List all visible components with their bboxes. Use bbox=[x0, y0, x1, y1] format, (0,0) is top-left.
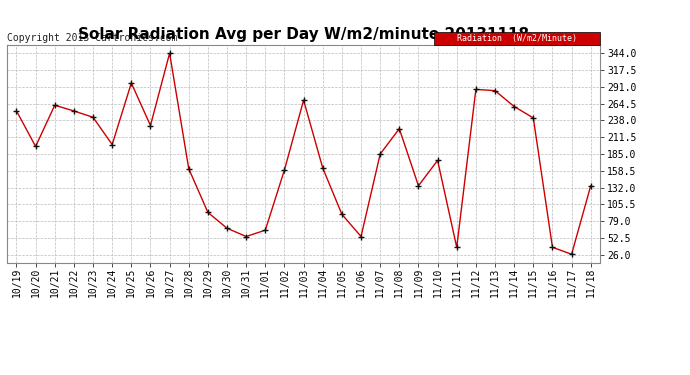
Text: Radiation  (W/m2/Minute): Radiation (W/m2/Minute) bbox=[457, 34, 578, 43]
FancyBboxPatch shape bbox=[434, 32, 600, 45]
Title: Solar Radiation Avg per Day W/m2/minute 20131118: Solar Radiation Avg per Day W/m2/minute … bbox=[78, 27, 529, 42]
Text: Copyright 2013 Cartronics.com: Copyright 2013 Cartronics.com bbox=[7, 33, 177, 43]
